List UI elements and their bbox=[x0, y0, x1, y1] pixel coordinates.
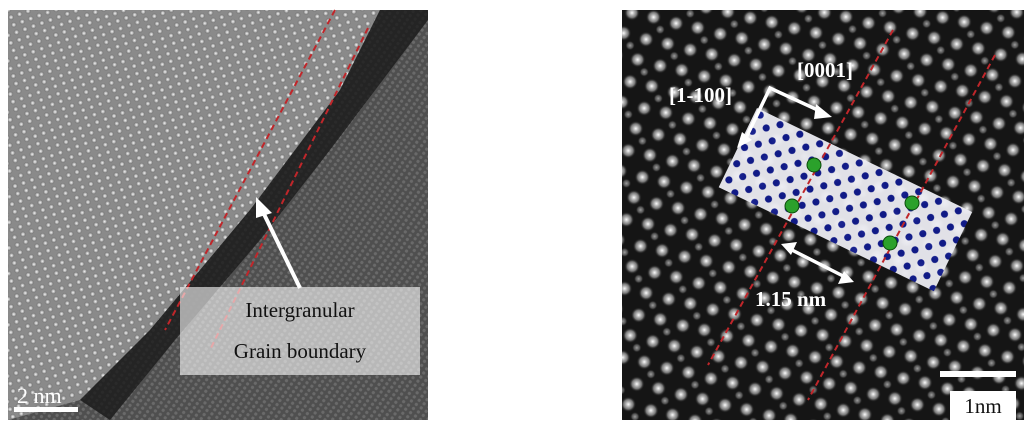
atom bbox=[905, 196, 919, 210]
scale-label: 1nm bbox=[964, 394, 1001, 418]
page: Intergranular Grain boundary 2 nm [0001]… bbox=[0, 0, 1030, 423]
atom bbox=[807, 158, 821, 172]
atom bbox=[785, 199, 799, 213]
direction-label: [1-100] bbox=[669, 83, 732, 107]
left-panel: Intergranular Grain boundary 2 nm bbox=[8, 10, 428, 420]
scale-bar bbox=[14, 407, 78, 412]
right-panel: [0001] [1-100] 1.15 nm 1nm bbox=[622, 10, 1024, 420]
scale-label: 2 nm bbox=[17, 383, 62, 408]
annotation: Grain boundary bbox=[234, 339, 367, 363]
direction-label: [0001] bbox=[797, 58, 853, 82]
figure: Intergranular Grain boundary 2 nm [0001]… bbox=[0, 0, 1030, 423]
atom bbox=[883, 236, 897, 250]
annotation: Intergranular bbox=[245, 298, 354, 322]
spacing-label: 1.15 nm bbox=[755, 287, 827, 311]
scale-bar bbox=[940, 371, 1016, 377]
